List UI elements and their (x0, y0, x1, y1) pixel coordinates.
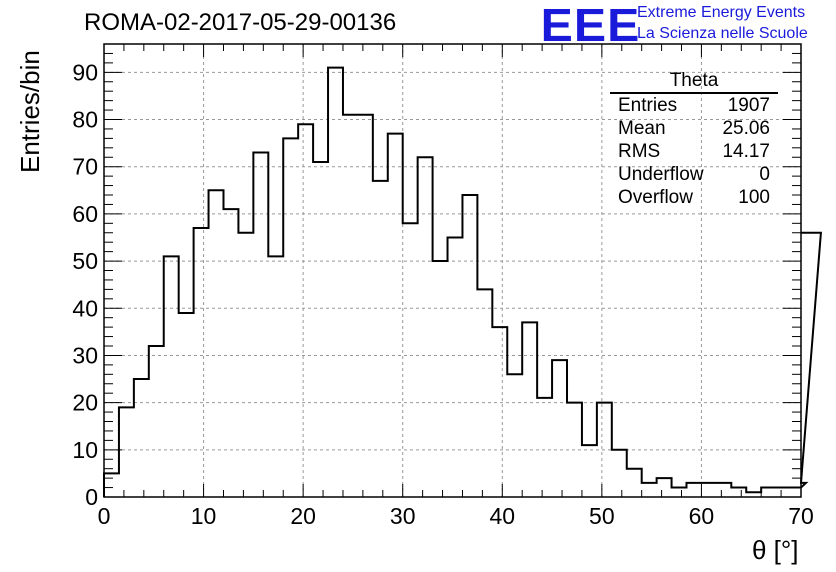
x-tick-label: 30 (390, 503, 416, 529)
histogram-bars (103, 66, 822, 497)
histogram-bin (223, 209, 238, 497)
x-tick-label: 40 (489, 503, 515, 529)
stats-row: Overflow 100 (610, 186, 778, 209)
histogram-bin (657, 478, 672, 497)
x-tick-label: 10 (191, 503, 217, 529)
grid-lines (104, 44, 801, 497)
stats-label: Entries (618, 95, 678, 116)
histogram-bin (418, 157, 433, 497)
histogram-bin (597, 403, 612, 497)
histogram-bin (612, 450, 627, 497)
histogram-bin (238, 233, 253, 497)
stats-row: RMS 14.17 (610, 140, 778, 163)
histogram-bin (388, 134, 403, 497)
histogram-bin (716, 483, 731, 497)
histogram-bin (701, 483, 716, 497)
histogram-bin (194, 228, 209, 497)
histogram-bin (537, 398, 552, 497)
chart-title: ROMA-02-2017-05-29-00136 (84, 9, 397, 36)
x-tick-label: 60 (689, 503, 715, 529)
histogram-bin (298, 124, 313, 497)
histogram-bin (462, 195, 477, 497)
stats-label: Mean (618, 118, 666, 139)
histogram-bin (179, 313, 194, 497)
y-tick-label: 70 (72, 154, 98, 180)
stats-row: Entries 1907 (610, 94, 778, 117)
histogram-bin (642, 483, 657, 497)
histogram-bin (672, 488, 687, 497)
histogram-bin (477, 289, 492, 497)
histogram-bin (522, 322, 537, 497)
histogram-bin (253, 153, 268, 497)
y-tick-label: 40 (72, 295, 98, 321)
histogram-bin (134, 379, 149, 497)
stats-label: Underflow (618, 164, 704, 185)
y-tick-label: 60 (72, 201, 98, 227)
histogram-bin (686, 483, 701, 497)
y-tick-label: 0 (85, 484, 98, 510)
stats-value: 1907 (727, 95, 770, 116)
y-axis-label: Entries/bin (15, 50, 45, 173)
x-tick-label: 0 (98, 503, 111, 529)
x-axis-label: θ [°] (752, 535, 799, 565)
histogram-bin (507, 374, 522, 497)
axis-ticks (103, 43, 802, 498)
histogram-bin (358, 115, 373, 497)
histogram-bin (731, 488, 746, 497)
histogram-bin (313, 162, 328, 497)
y-tick-label: 10 (72, 437, 98, 463)
histogram-bin (492, 327, 507, 497)
histogram-bin (761, 488, 776, 497)
histogram-bin (582, 445, 597, 497)
x-tick-label: 20 (290, 503, 316, 529)
histogram-bin (552, 360, 567, 497)
x-tick-label: 50 (589, 503, 615, 529)
histogram-bin (403, 223, 418, 497)
histogram-bin (268, 256, 283, 497)
histogram-bin (433, 261, 448, 497)
stats-row: Underflow 0 (610, 163, 778, 186)
histogram-outline (103, 66, 822, 497)
histogram-bin (373, 181, 388, 497)
histogram-bin (627, 469, 642, 497)
y-tick-label: 30 (72, 342, 98, 368)
histogram-bin (119, 407, 134, 497)
stats-label: RMS (618, 141, 661, 162)
stats-value: 14.17 (722, 141, 770, 162)
histogram-bin (567, 403, 582, 497)
histogram-bin (328, 68, 343, 497)
histogram-bin (209, 190, 224, 497)
stats-value: 0 (759, 164, 770, 185)
y-tick-label: 20 (72, 390, 98, 416)
histogram-bin (448, 237, 463, 497)
histogram-bin (791, 488, 801, 497)
y-tick-label: 90 (72, 59, 98, 85)
histogram-bin (104, 473, 119, 497)
histogram-bin (283, 138, 298, 497)
histogram-bin (776, 488, 791, 497)
stats-row: Mean 25.06 (610, 117, 778, 140)
stats-title: Theta (610, 70, 778, 94)
stats-label: Overflow (618, 187, 693, 208)
tick-labels: 0 10 20 30 40 50 60 70 0 10 20 30 40 50 60 70 80 90 (72, 59, 813, 529)
y-tick-label: 50 (72, 248, 98, 274)
histogram-bin (164, 256, 179, 497)
x-tick-label: 70 (788, 503, 814, 529)
y-tick-label: 80 (72, 107, 98, 133)
stats-box: Theta Entries 1907 Mean 25.06 RMS 14.17 … (610, 70, 778, 209)
histogram-bin (343, 115, 358, 497)
logo-subtitle-1: Extreme Energy Events (637, 4, 806, 21)
stats-value: 25.06 (722, 118, 770, 139)
eee-logo: EEE (540, 0, 641, 51)
stats-value: 100 (738, 187, 770, 208)
histogram-bin (149, 346, 164, 497)
logo-subtitle-2: La Scienza nelle Scuole (637, 25, 808, 42)
